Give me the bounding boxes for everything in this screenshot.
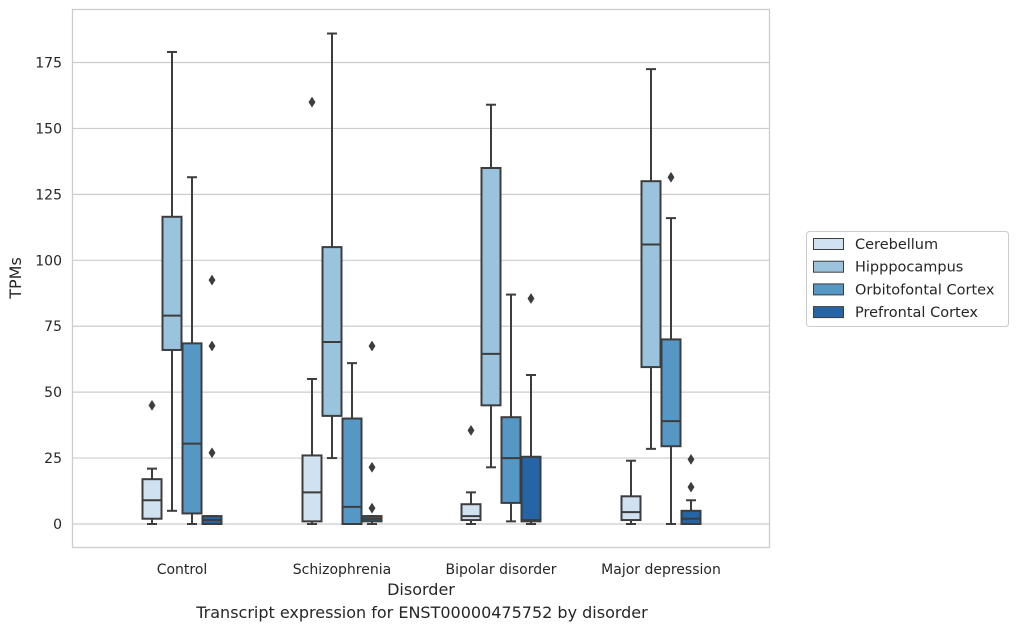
box-prefrontal-cortex	[201, 274, 223, 525]
legend-frame	[806, 231, 1009, 327]
y-tick-labels: 0 25 50 75 100 125 150 175	[35, 56, 62, 533]
outlier-point	[687, 481, 695, 493]
box-prefrontal-cortex	[680, 453, 702, 526]
legend-label: Orbitofontal Cortex	[855, 282, 995, 298]
box-iqr	[301, 454, 323, 523]
box-iqr	[321, 246, 343, 417]
box-cerebellum	[620, 459, 642, 525]
legend-swatch	[813, 260, 844, 273]
box-iqr	[500, 416, 522, 504]
box-prefrontal-cortex	[520, 293, 542, 525]
y-tick-label: 25	[44, 451, 62, 467]
outlier-point	[208, 340, 216, 352]
outlier-point	[467, 424, 475, 436]
outlier-point	[368, 461, 376, 473]
box-iqr	[141, 478, 163, 520]
box-iqr	[620, 495, 642, 522]
box-iqr	[660, 338, 682, 448]
box-iqr	[640, 180, 662, 369]
box-groups	[141, 32, 702, 526]
legend-swatch	[813, 283, 844, 296]
box-iqr	[181, 342, 203, 515]
legend-label: Cerebellum	[855, 237, 938, 253]
outlier-point	[308, 96, 316, 108]
box-prefrontal-cortex	[361, 340, 383, 525]
legend-label: Prefrontal Cortex	[855, 305, 978, 321]
box-iqr	[480, 167, 502, 407]
legend-label: Hipppocampus	[855, 260, 963, 276]
y-tick-label: 50	[44, 385, 62, 401]
outlier-point	[208, 447, 216, 459]
outlier-point	[368, 340, 376, 352]
box-orbitofontal-cortex	[341, 362, 363, 525]
y-tick-label: 100	[35, 253, 62, 269]
box-orbitofontal-cortex	[181, 176, 203, 525]
box-iqr	[460, 503, 482, 522]
legend: Cerebellum Hipppocampus Orbitofontal Corte…	[806, 231, 1009, 327]
box-cerebellum	[460, 424, 482, 525]
box-hipppocampus	[640, 68, 662, 450]
box-iqr	[680, 509, 702, 526]
y-tick-label: 125	[35, 187, 62, 203]
box-cerebellum	[301, 96, 323, 525]
x-tick-labels: Control Schizophrenia Bipolar disorder Majo…	[157, 562, 721, 578]
y-tick-label: 150	[35, 121, 62, 137]
outlier-point	[667, 171, 675, 183]
box-iqr	[520, 455, 542, 523]
x-tick-label: Bipolar disorder	[445, 562, 556, 578]
legend-swatch	[813, 306, 844, 319]
box-cerebellum	[141, 399, 163, 525]
box-iqr	[341, 417, 363, 525]
y-tick-label: 0	[53, 517, 62, 533]
y-tick-label: 75	[44, 319, 62, 335]
y-axis-title: TPMs	[6, 257, 25, 300]
box-orbitofontal-cortex	[500, 293, 522, 523]
box-hipppocampus	[321, 32, 343, 460]
box-orbitofontal-cortex	[660, 171, 682, 525]
outlier-point	[687, 453, 695, 465]
box-hipppocampus	[161, 50, 183, 512]
outlier-point	[527, 293, 535, 304]
x-tick-label: Control	[157, 562, 208, 578]
legend-swatch	[813, 238, 844, 250]
figure-caption: Transcript expression for ENST0000047575…	[196, 603, 648, 622]
plot-frame	[71, 8, 771, 549]
outlier-point	[368, 502, 376, 514]
box-hipppocampus	[480, 103, 502, 469]
box-iqr	[161, 215, 183, 351]
outlier-point	[208, 274, 216, 286]
y-tick-label: 175	[35, 56, 62, 72]
x-tick-label: Major depression	[601, 562, 721, 578]
x-axis-title: Disorder	[387, 580, 455, 599]
outlier-point	[148, 399, 156, 411]
x-tick-label: Schizophrenia	[293, 562, 391, 578]
